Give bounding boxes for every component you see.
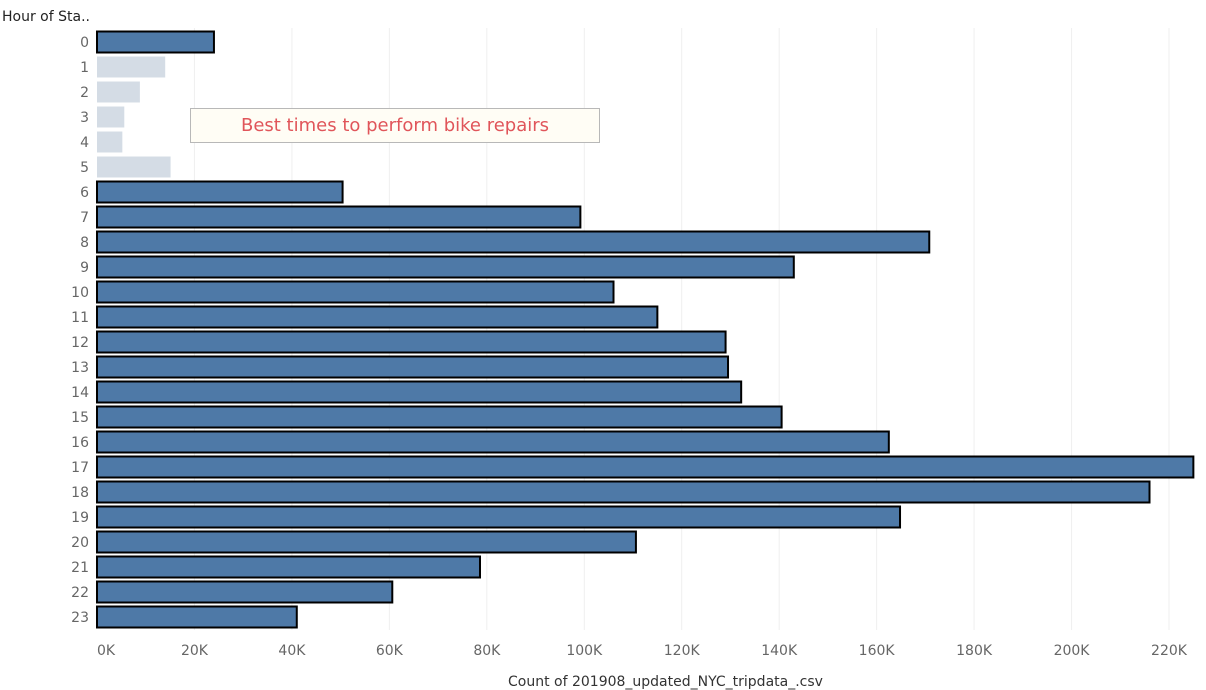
x-tick-label: 180K: [956, 643, 993, 659]
x-tick-label: 0K: [97, 643, 116, 659]
bar-hour-17[interactable]: [96, 455, 1195, 479]
bar-hour-3[interactable]: [97, 106, 125, 128]
bar-hour-18[interactable]: [96, 480, 1151, 504]
annotation-box: Best times to perform bike repairs: [190, 108, 600, 143]
category-label-4: 4: [80, 135, 89, 151]
category-label-14: 14: [71, 385, 89, 401]
bar-hour-4[interactable]: [97, 131, 123, 153]
x-axis-title: Count of 201908_updated_NYC_tripdata_.cs…: [508, 674, 823, 690]
bar-hour-11[interactable]: [96, 305, 659, 329]
category-label-22: 22: [71, 585, 89, 601]
bar-hour-0[interactable]: [96, 30, 215, 54]
bar-hour-8[interactable]: [96, 230, 931, 254]
bar-hour-21[interactable]: [96, 555, 481, 579]
bar-hour-7[interactable]: [96, 205, 582, 229]
category-label-3: 3: [80, 110, 89, 126]
category-label-15: 15: [71, 410, 89, 426]
bar-hour-15[interactable]: [96, 405, 783, 429]
category-label-6: 6: [80, 185, 89, 201]
category-label-19: 19: [71, 510, 89, 526]
category-label-18: 18: [71, 485, 89, 501]
bar-hour-5[interactable]: [97, 156, 171, 178]
bar-hour-14[interactable]: [96, 380, 743, 404]
x-tick-label: 40K: [278, 643, 306, 659]
category-label-21: 21: [71, 560, 89, 576]
category-label-5: 5: [80, 160, 89, 176]
bars: [96, 30, 1195, 629]
bar-hour-16[interactable]: [96, 430, 890, 454]
bar-hour-9[interactable]: [96, 255, 795, 279]
x-tick-label: 60K: [376, 643, 404, 659]
bar-hour-19[interactable]: [96, 505, 902, 529]
bar-hour-22[interactable]: [96, 580, 394, 604]
category-label-9: 9: [80, 260, 89, 276]
row-header: Hour of Sta..: [2, 9, 90, 25]
x-tick-label: 20K: [181, 643, 209, 659]
category-label-1: 1: [80, 60, 89, 76]
category-label-0: 0: [80, 35, 89, 51]
annotation-text: Best times to perform bike repairs: [240, 115, 550, 136]
category-label-20: 20: [71, 535, 89, 551]
bar-hour-23[interactable]: [96, 605, 298, 629]
category-label-16: 16: [71, 435, 89, 451]
bar-hour-12[interactable]: [96, 330, 727, 354]
x-tick-label: 100K: [566, 643, 603, 659]
category-label-13: 13: [71, 360, 89, 376]
category-label-10: 10: [71, 285, 89, 301]
category-label-11: 11: [71, 310, 89, 326]
bar-hour-10[interactable]: [96, 280, 615, 304]
bar-hour-2[interactable]: [97, 81, 140, 103]
x-tick-label: 200K: [1054, 643, 1091, 659]
category-label-2: 2: [80, 85, 89, 101]
category-label-8: 8: [80, 235, 89, 251]
x-tick-label: 220K: [1151, 643, 1188, 659]
bar-hour-6[interactable]: [96, 180, 344, 204]
category-label-12: 12: [71, 335, 89, 351]
category-label-7: 7: [80, 210, 89, 226]
category-label-23: 23: [71, 610, 89, 626]
x-tick-label: 140K: [761, 643, 798, 659]
x-tick-label: 120K: [664, 643, 701, 659]
bar-hour-13[interactable]: [96, 355, 730, 379]
x-tick-label: 160K: [859, 643, 896, 659]
bar-hour-1[interactable]: [97, 56, 166, 78]
bar-hour-20[interactable]: [96, 530, 637, 554]
x-tick-labels: 0K 20K 40K 60K 80K 100K 120K 140K 160K 180K 200K 22…: [97, 643, 1188, 659]
category-label-17: 17: [71, 460, 89, 476]
x-tick-label: 80K: [473, 643, 501, 659]
